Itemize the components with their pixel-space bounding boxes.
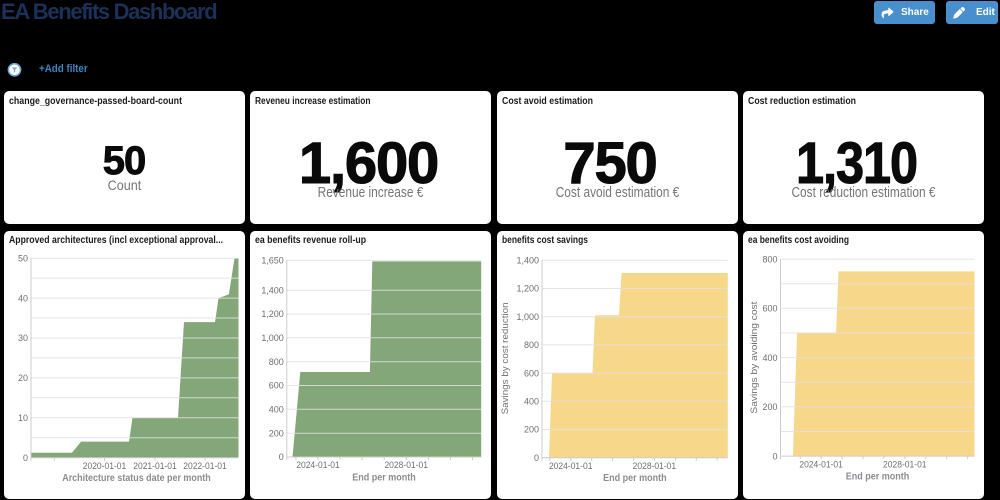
svg-text:1,650: 1,650 [261,255,283,265]
svg-text:200: 200 [524,424,539,434]
svg-text:2024-01-01: 2024-01-01 [296,460,339,471]
svg-text:2024-01-01: 2024-01-01 [548,460,591,471]
svg-text:20: 20 [18,373,28,383]
svg-text:600: 600 [763,303,778,313]
svg-text:Savings by avoiding cost: Savings by avoiding cost [749,301,760,413]
svg-text:0: 0 [773,451,778,461]
svg-text:600: 600 [524,368,539,378]
svg-text:Savings by cost reduction: Savings by cost reduction [500,302,511,414]
svg-text:800: 800 [524,340,539,350]
svg-text:2020-01-01: 2020-01-01 [82,460,125,471]
svg-text:2022-01-01: 2022-01-01 [183,460,226,471]
svg-text:2028-01-01: 2028-01-01 [384,460,427,471]
svg-text:800: 800 [269,356,284,366]
svg-text:1,200: 1,200 [516,283,538,293]
svg-text:400: 400 [524,396,539,406]
svg-text:2028-01-01: 2028-01-01 [632,460,675,471]
svg-text:10: 10 [18,413,28,423]
svg-text:200: 200 [763,402,778,412]
svg-text:End per month: End per month [603,473,666,484]
svg-text:1,200: 1,200 [261,309,283,319]
svg-text:0: 0 [23,452,28,462]
svg-text:1,400: 1,400 [516,255,538,265]
svg-text:Architecture status date per m: Architecture status date per month [62,473,210,484]
svg-text:200: 200 [269,428,284,438]
svg-text:1,000: 1,000 [261,333,283,343]
svg-text:40: 40 [18,293,28,303]
svg-text:50: 50 [18,253,28,263]
svg-text:2021-01-01: 2021-01-01 [133,460,176,471]
svg-text:2024-01-01: 2024-01-01 [799,459,842,470]
svg-text:End per month: End per month [846,471,909,482]
svg-text:1,000: 1,000 [516,311,538,321]
svg-text:400: 400 [763,352,778,362]
svg-text:1,400: 1,400 [261,285,283,295]
svg-text:800: 800 [763,254,778,264]
svg-text:0: 0 [534,452,539,462]
svg-text:2028-01-01: 2028-01-01 [883,459,926,470]
svg-text:End per month: End per month [352,472,415,483]
svg-text:0: 0 [279,452,284,462]
svg-text:600: 600 [269,380,284,390]
svg-text:30: 30 [18,333,28,343]
svg-text:400: 400 [269,404,284,414]
